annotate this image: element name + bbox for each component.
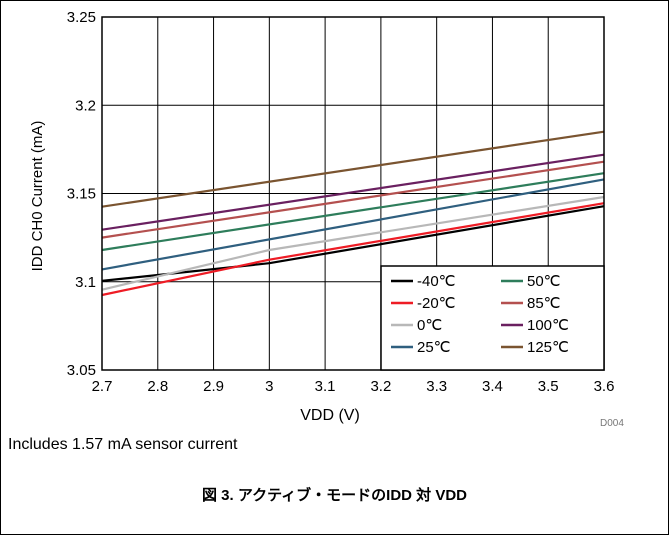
x-axis-label: VDD (V): [300, 407, 360, 424]
series-line: [101, 195, 605, 291]
legend-label: 100℃: [527, 317, 569, 334]
x-tick-labels: 2.7 2.8 2.9 3 3.1 3.2 3.3 3.4 3.5 3.6: [92, 378, 615, 395]
series-line: [101, 178, 605, 271]
series-lines: [101, 130, 605, 297]
x-tick-label: 3.6: [594, 378, 615, 395]
legend-label: 25℃: [417, 339, 451, 356]
series-line: [101, 202, 605, 297]
series-line: [101, 153, 605, 231]
legend-label: -20℃: [417, 295, 456, 312]
y-tick-label: 3.25: [67, 9, 96, 26]
x-tick-label: 3.3: [426, 378, 447, 395]
y-tick-label: 3.15: [67, 186, 96, 203]
x-tick-label: 2.7: [92, 378, 113, 395]
legend-label: 85℃: [527, 295, 561, 312]
legend-box: [380, 265, 605, 371]
plot-border: [101, 16, 605, 371]
y-tick-label: 3.05: [67, 362, 96, 379]
idd-vs-vdd-chart: 2.7 2.8 2.9 3 3.1 3.2 3.3 3.4 3.5 3.6 3.05 3.1 3.15…: [29, 9, 615, 424]
footnote: Includes 1.57 mA sensor current: [8, 436, 238, 453]
y-axis-label: IDD CH0 Current (mA): [29, 121, 46, 272]
x-tick-label: 3.5: [538, 378, 559, 395]
x-tick-label: 2.8: [147, 378, 168, 395]
legend-label: -40℃: [417, 273, 456, 290]
legend-label: 0℃: [417, 317, 442, 334]
legend-label: 50℃: [527, 273, 561, 290]
x-tick-label: 3.2: [370, 378, 391, 395]
x-tick-label: 2.9: [203, 378, 224, 395]
x-tick-label: 3.1: [315, 378, 336, 395]
y-tick-labels: 3.05 3.1 3.15 3.2 3.25: [67, 9, 96, 379]
series-line: [101, 172, 605, 252]
series-line: [101, 130, 605, 208]
y-tick-label: 3.1: [75, 274, 96, 291]
x-tick-label: 3.4: [482, 378, 503, 395]
series-line: [101, 160, 605, 239]
legend: -40℃ -20℃ 0℃ 25℃ 50℃ 85℃ 100℃ 125℃: [380, 265, 605, 371]
y-tick-label: 3.2: [75, 97, 96, 114]
x-tick-label: 3: [265, 378, 273, 395]
series-line: [101, 205, 605, 282]
figure-caption: 図 3. アクティブ・モードのIDD 対 VDD: [201, 487, 468, 504]
legend-label: 125℃: [527, 339, 569, 356]
document-id: D004: [600, 418, 624, 429]
